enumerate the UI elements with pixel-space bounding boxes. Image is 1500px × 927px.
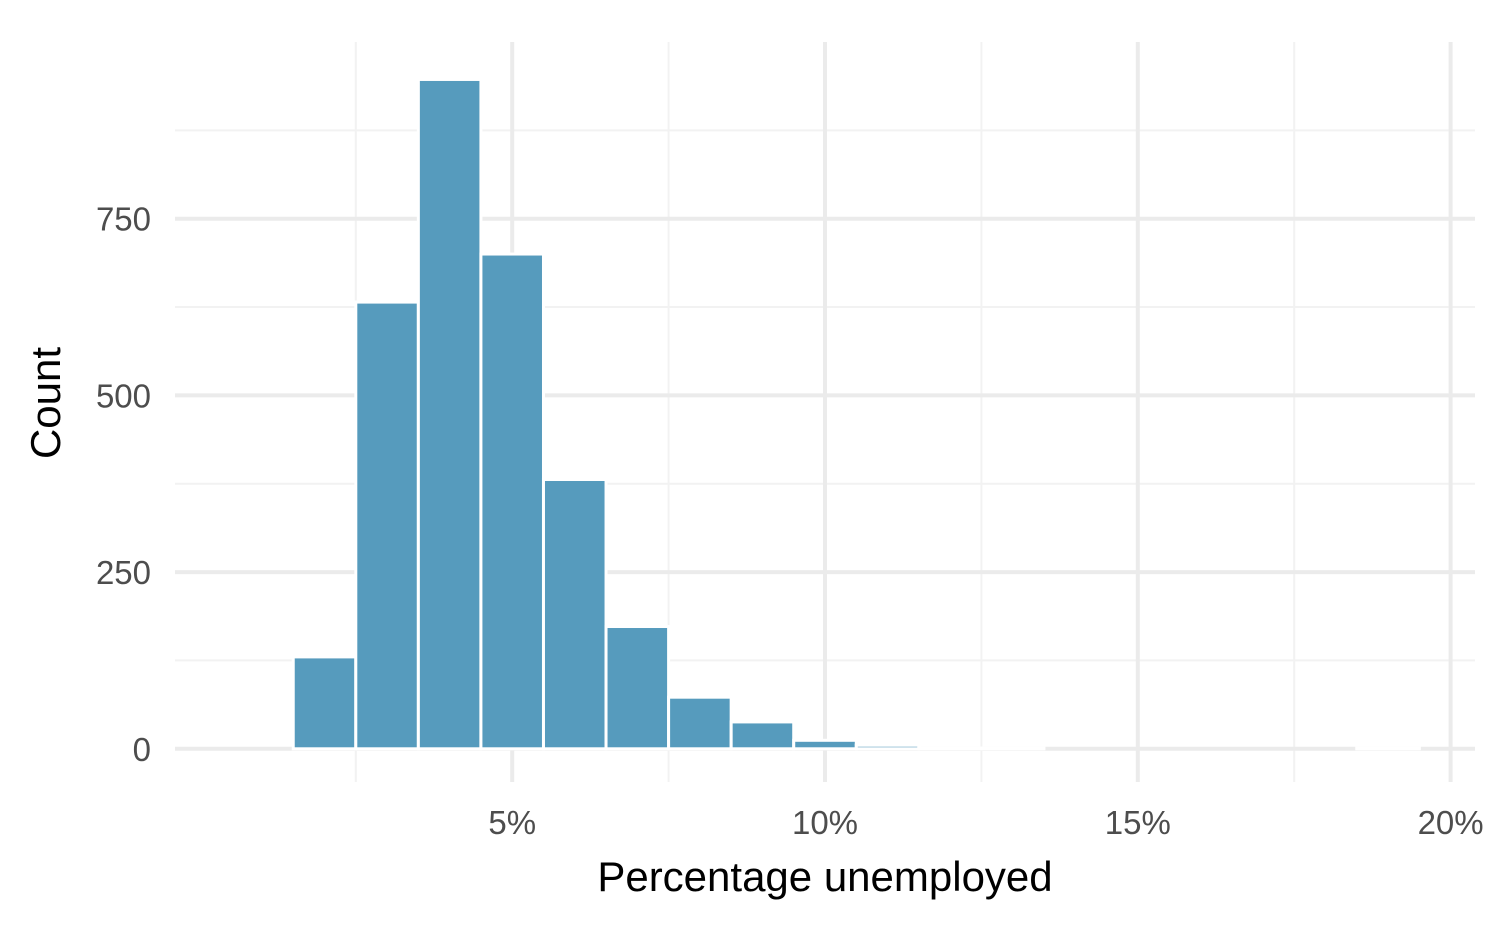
y-axis-tick-labels: 0 250 500 750 [96,201,151,768]
histogram-bar [479,252,545,751]
x-tick-label: 5% [488,804,536,841]
y-tick-label: 0 [133,731,151,768]
histogram-bar [354,300,420,751]
histogram-bar [979,746,1046,751]
histogram-bar [667,695,733,751]
histogram-bar [541,477,608,751]
histogram-bar [854,743,921,751]
y-tick-label: 750 [96,201,151,238]
histogram-bar [917,746,983,751]
histogram-bar [792,738,858,751]
x-axis-title: Percentage unemployed [597,853,1052,900]
histogram-bars [291,77,1421,751]
histogram-bar [729,720,796,751]
histogram-bar [416,77,483,751]
y-tick-label: 500 [96,377,151,414]
histogram-bar [604,625,671,751]
x-axis-tick-labels: 5% 10% 15% 20% [488,804,1483,841]
y-tick-label: 250 [96,554,151,591]
x-tick-label: 10% [792,804,858,841]
x-tick-label: 15% [1105,804,1171,841]
histogram-bar [1355,746,1421,751]
y-axis-title: Count [22,347,69,459]
x-tick-label: 20% [1418,804,1484,841]
histogram-bar [291,655,358,751]
